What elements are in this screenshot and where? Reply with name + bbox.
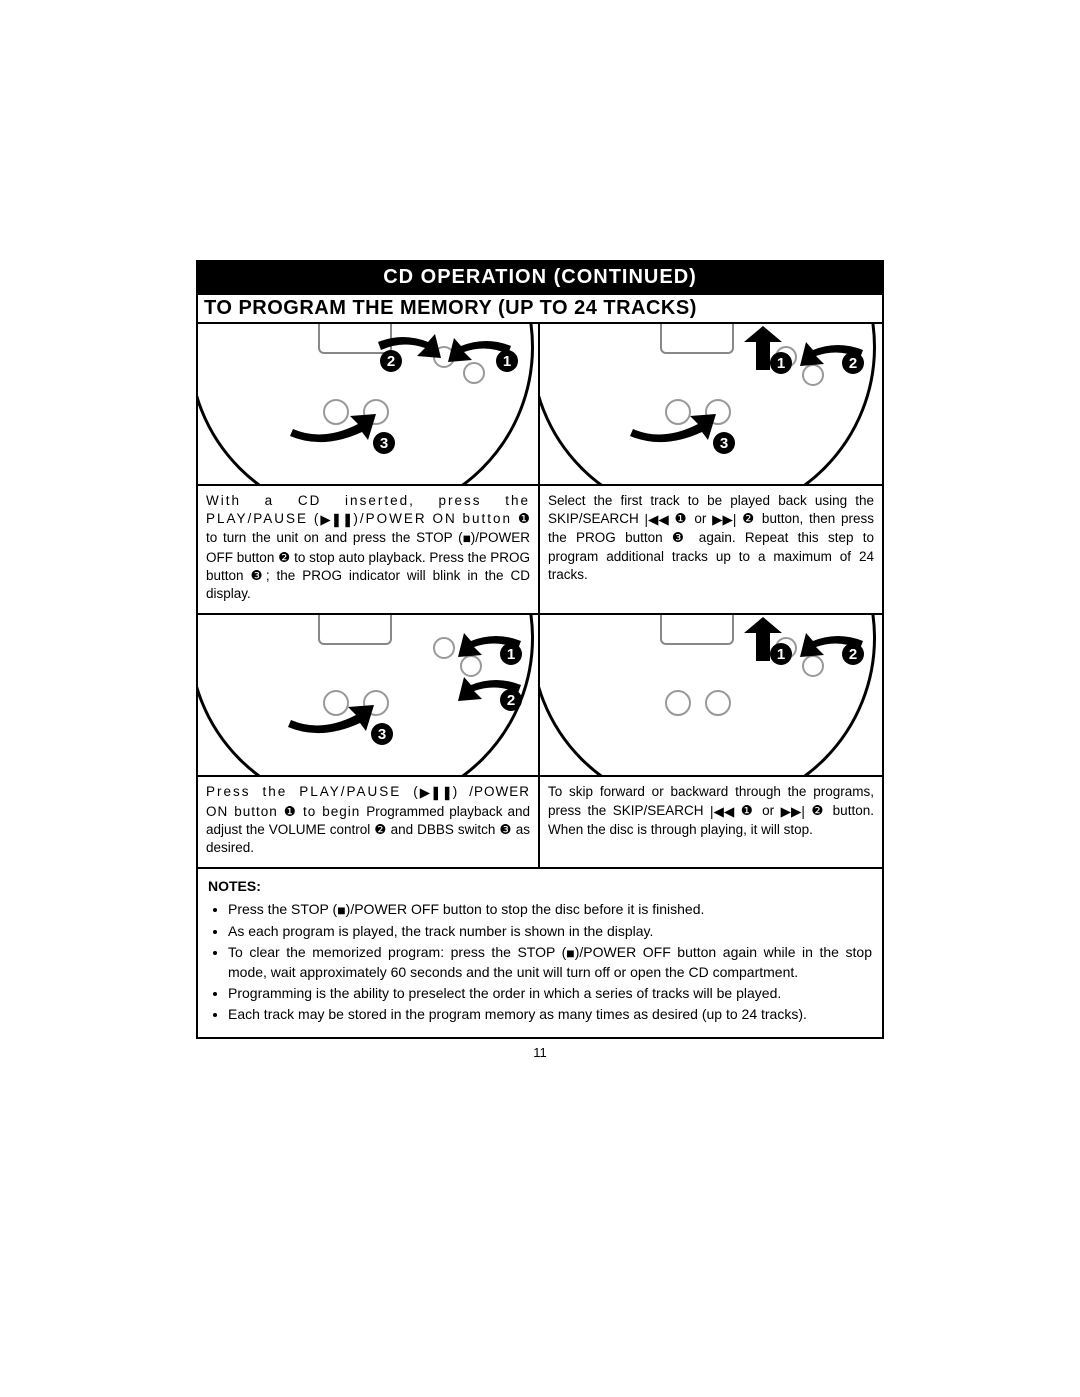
- display-outline: [318, 615, 392, 645]
- callout-2: 2: [380, 350, 402, 372]
- step-4-text: To skip forward or backward through the …: [540, 777, 882, 849]
- stop-icon: ■: [463, 530, 471, 548]
- stop-icon: ■: [566, 944, 574, 963]
- play-pause-icon: ▶❚❚: [320, 511, 353, 529]
- notes-list: Press the STOP (■)/POWER OFF button to s…: [208, 900, 872, 1023]
- ref-2: ❷: [742, 511, 756, 526]
- ref-2: ❷: [374, 822, 386, 837]
- text: Press the STOP (: [228, 901, 337, 917]
- text: and DBBS switch: [387, 822, 500, 837]
- note-item: As each program is played, the track num…: [228, 922, 872, 941]
- step-4-illustration: 4 1 2: [540, 615, 882, 777]
- section-title-bar: CD OPERATION (CONTINUED): [198, 262, 882, 295]
- callout-3: 3: [713, 432, 735, 454]
- step-3: 3 1 2 3 Press the PLAY/PAUSE (▶❚: [198, 615, 540, 867]
- text: )/POWER OFF button to stop the disc befo…: [346, 901, 705, 917]
- note-item: To clear the memorized program: press th…: [228, 943, 872, 982]
- note-item: Each track may be stored in the program …: [228, 1005, 872, 1024]
- skip-fwd-icon: ▶▶|: [712, 511, 736, 529]
- step-3-illustration: 3 1 2 3: [198, 615, 538, 777]
- page-number: 11: [196, 1045, 884, 1060]
- steps-row-2: 3 1 2 3 Press the PLAY/PAUSE (▶❚: [198, 613, 882, 867]
- ref-3: ❸: [499, 822, 511, 837]
- text: Press the PLAY/PAUSE (: [206, 784, 420, 799]
- callout-1: 1: [770, 352, 792, 374]
- note-item: Programming is the ability to preselect …: [228, 984, 872, 1003]
- manual-page: CD OPERATION (CONTINUED) TO PROGRAM THE …: [0, 0, 1080, 1397]
- arrow-icon: [286, 685, 376, 735]
- content-frame: CD OPERATION (CONTINUED) TO PROGRAM THE …: [196, 260, 884, 1039]
- step-1-illustration: 1 2 1 3: [198, 324, 538, 486]
- display-outline: [660, 615, 734, 645]
- text: or: [756, 803, 781, 818]
- arrow-icon: [288, 394, 378, 444]
- stop-icon: ■: [337, 901, 345, 920]
- ref-2: ❷: [278, 550, 290, 565]
- text: or: [689, 511, 712, 526]
- skip-back-icon: |◀◀: [645, 511, 669, 529]
- step-2-illustration: 2 1 2 3: [540, 324, 882, 486]
- callout-1: 1: [496, 350, 518, 372]
- display-outline: [660, 324, 734, 354]
- notes-section: NOTES: Press the STOP (■)/POWER OFF butt…: [198, 867, 882, 1037]
- skip-fwd-icon: ▶▶|: [781, 803, 805, 821]
- arrow-icon: [628, 394, 718, 444]
- text: to turn the unit on and press the STOP (: [206, 530, 463, 545]
- notes-title: NOTES:: [208, 877, 872, 896]
- ref-1: ❶: [675, 511, 689, 526]
- ref-3: ❸: [251, 568, 266, 583]
- steps-row-1: 1 2 1 3 With a CD ins: [198, 324, 882, 613]
- step-2: 2 1 2 3 Select the first track t: [540, 324, 882, 613]
- callout-2: 2: [842, 352, 864, 374]
- callout-3: 3: [373, 432, 395, 454]
- skip-back-icon: |◀◀: [710, 803, 734, 821]
- ref-2: ❷: [811, 803, 826, 818]
- text: To clear the memorized program: press th…: [228, 944, 566, 960]
- step-1: 1 2 1 3 With a CD ins: [198, 324, 540, 613]
- ref-3: ❸: [672, 530, 690, 545]
- play-pause-icon: ▶❚❚: [420, 784, 453, 802]
- note-item: Press the STOP (■)/POWER OFF button to s…: [228, 900, 872, 920]
- ref-1: ❶: [284, 804, 297, 819]
- ref-1: ❶: [518, 511, 530, 526]
- step-3-text: Press the PLAY/PAUSE (▶❚❚) /POWER ON but…: [198, 777, 538, 867]
- ref-1: ❶: [741, 803, 756, 818]
- step-2-text: Select the first track to be played back…: [540, 486, 882, 594]
- step-1-text: With a CD inserted, press the PLAY/PAUSE…: [198, 486, 538, 613]
- text: )/POWER ON button: [353, 511, 518, 526]
- section-subtitle: TO PROGRAM THE MEMORY (UP TO 24 TRACKS): [198, 295, 882, 324]
- step-4: 4 1 2 To skip forward or backward throug…: [540, 615, 882, 867]
